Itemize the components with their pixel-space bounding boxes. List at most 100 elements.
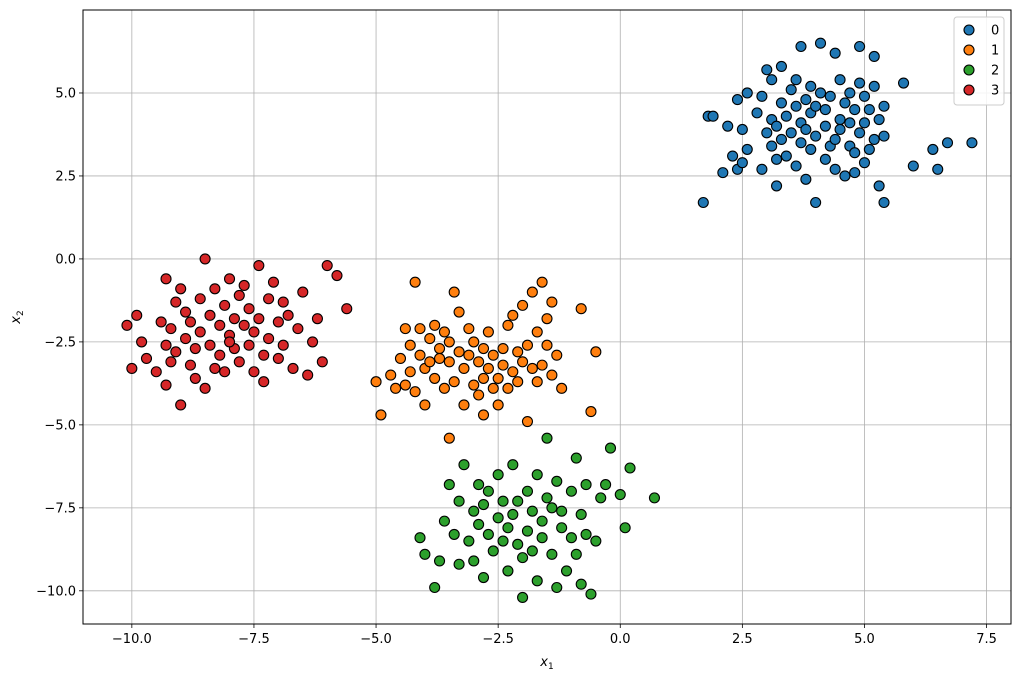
data-point: [517, 552, 529, 564]
data-point: [775, 97, 787, 109]
data-point: [575, 578, 587, 590]
series-1-points: [370, 276, 602, 444]
data-point: [155, 316, 167, 328]
y-tick-label: 5.0: [55, 86, 76, 101]
data-point: [556, 505, 568, 517]
data-point: [619, 522, 631, 534]
data-point: [258, 376, 270, 388]
data-point: [238, 279, 250, 292]
data-point: [170, 296, 182, 308]
data-point: [409, 386, 421, 398]
data-point: [839, 170, 851, 182]
data-point: [497, 342, 509, 355]
data-point: [932, 163, 944, 175]
data-points: [121, 37, 978, 603]
data-point: [184, 359, 197, 371]
data-point: [814, 87, 827, 99]
data-point: [429, 581, 441, 594]
data-point: [727, 150, 739, 162]
data-point: [331, 269, 343, 282]
data-point: [795, 137, 807, 149]
data-point: [756, 90, 768, 102]
data-point: [551, 475, 563, 487]
data-point: [321, 260, 333, 272]
data-point: [160, 339, 172, 351]
y-tick-label: 2.5: [55, 169, 76, 184]
x-tick-label: 7.5: [976, 632, 997, 647]
y-axis-label-subscript: 2: [16, 310, 26, 316]
data-point: [277, 296, 289, 308]
data-point: [521, 525, 534, 537]
data-point: [443, 356, 455, 368]
data-point: [458, 399, 470, 411]
data-point: [556, 382, 568, 394]
data-point: [165, 323, 177, 335]
data-point: [531, 376, 543, 388]
data-point: [736, 157, 748, 169]
data-point: [844, 87, 856, 99]
data-point: [819, 153, 831, 165]
data-point: [175, 399, 187, 411]
data-point: [829, 47, 841, 59]
data-point: [834, 74, 846, 86]
data-point: [741, 143, 753, 155]
data-point: [243, 339, 255, 351]
data-point: [399, 323, 411, 335]
data-point: [521, 485, 534, 497]
data-point: [741, 87, 753, 99]
data-point: [429, 372, 441, 384]
data-point: [131, 309, 143, 321]
data-point: [697, 196, 709, 209]
y-tick-label: −7.5: [44, 501, 76, 516]
data-point: [873, 180, 885, 192]
data-point: [375, 409, 387, 421]
data-point: [810, 130, 822, 142]
data-point: [502, 522, 514, 534]
data-point: [795, 40, 807, 53]
legend-marker: [963, 24, 975, 36]
data-point: [966, 137, 978, 149]
x-axis-label: x1: [539, 655, 553, 672]
data-point: [370, 376, 382, 388]
data-point: [604, 442, 617, 454]
data-point: [468, 505, 480, 517]
series-3-points: [121, 253, 353, 411]
data-point: [477, 342, 490, 355]
data-point: [487, 382, 499, 394]
data-point: [433, 555, 446, 567]
data-point: [785, 127, 797, 139]
data-point: [541, 339, 553, 351]
data-point: [419, 548, 431, 560]
data-point: [849, 147, 861, 159]
data-point: [805, 143, 817, 155]
data-point: [517, 299, 529, 311]
data-point: [223, 336, 236, 348]
data-point: [790, 74, 802, 86]
data-point: [873, 113, 885, 126]
data-point: [282, 309, 294, 321]
legend-marker: [963, 84, 975, 96]
x-axis-label-subscript: 1: [548, 662, 554, 672]
legend-label: 3: [991, 84, 999, 99]
data-point: [492, 399, 504, 411]
data-point: [863, 143, 875, 155]
data-point: [473, 389, 485, 401]
data-point: [473, 356, 485, 368]
data-point: [219, 366, 231, 378]
data-point: [834, 113, 846, 126]
data-point: [194, 326, 206, 338]
data-point: [590, 535, 602, 547]
data-point: [512, 538, 524, 550]
data-point: [209, 362, 221, 374]
data-point: [551, 581, 563, 594]
data-point: [165, 356, 177, 368]
data-point: [868, 50, 880, 63]
data-point: [404, 339, 416, 351]
data-point: [497, 359, 509, 371]
data-point: [272, 352, 284, 365]
data-point: [805, 80, 817, 92]
data-point: [570, 452, 582, 464]
data-point: [717, 167, 729, 179]
x-tick-label: 2.5: [732, 632, 753, 647]
data-point: [160, 379, 172, 391]
